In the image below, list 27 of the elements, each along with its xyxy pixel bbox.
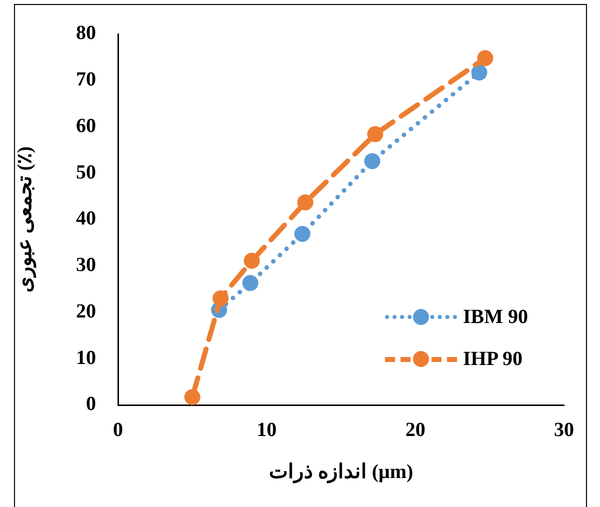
- x-tick-label: 30: [554, 419, 574, 442]
- point: [242, 275, 258, 292]
- legend-label: IBM 90: [463, 306, 528, 328]
- y-tick-label: 20: [76, 300, 96, 322]
- y-tick-label: 80: [76, 22, 96, 44]
- point: [297, 194, 314, 210]
- x-tick-label: 20: [405, 419, 426, 442]
- y-tick-label: 10: [76, 346, 96, 369]
- y-tick-label: 50: [76, 161, 96, 184]
- x-tick-label: 0: [113, 419, 123, 442]
- point: [184, 389, 200, 405]
- point: [477, 50, 494, 66]
- x-tick-label: 10: [256, 419, 277, 442]
- legend-label: IHP 90: [463, 348, 522, 370]
- y-tick-label: 30: [76, 254, 96, 276]
- point: [367, 126, 384, 142]
- point: [294, 226, 310, 242]
- x-axis-title: اندازه ذرات (μm): [268, 461, 414, 484]
- y-tick-label: 0: [86, 393, 96, 416]
- point: [364, 153, 380, 170]
- y-axis-title: تجمعی عبوری (٪): [14, 146, 38, 293]
- point: [244, 252, 260, 269]
- y-tick-label: 70: [76, 68, 96, 91]
- point: [212, 290, 229, 306]
- y-tick-label: 60: [76, 114, 96, 137]
- point: [471, 64, 488, 80]
- y-tick-label: 40: [76, 208, 96, 230]
